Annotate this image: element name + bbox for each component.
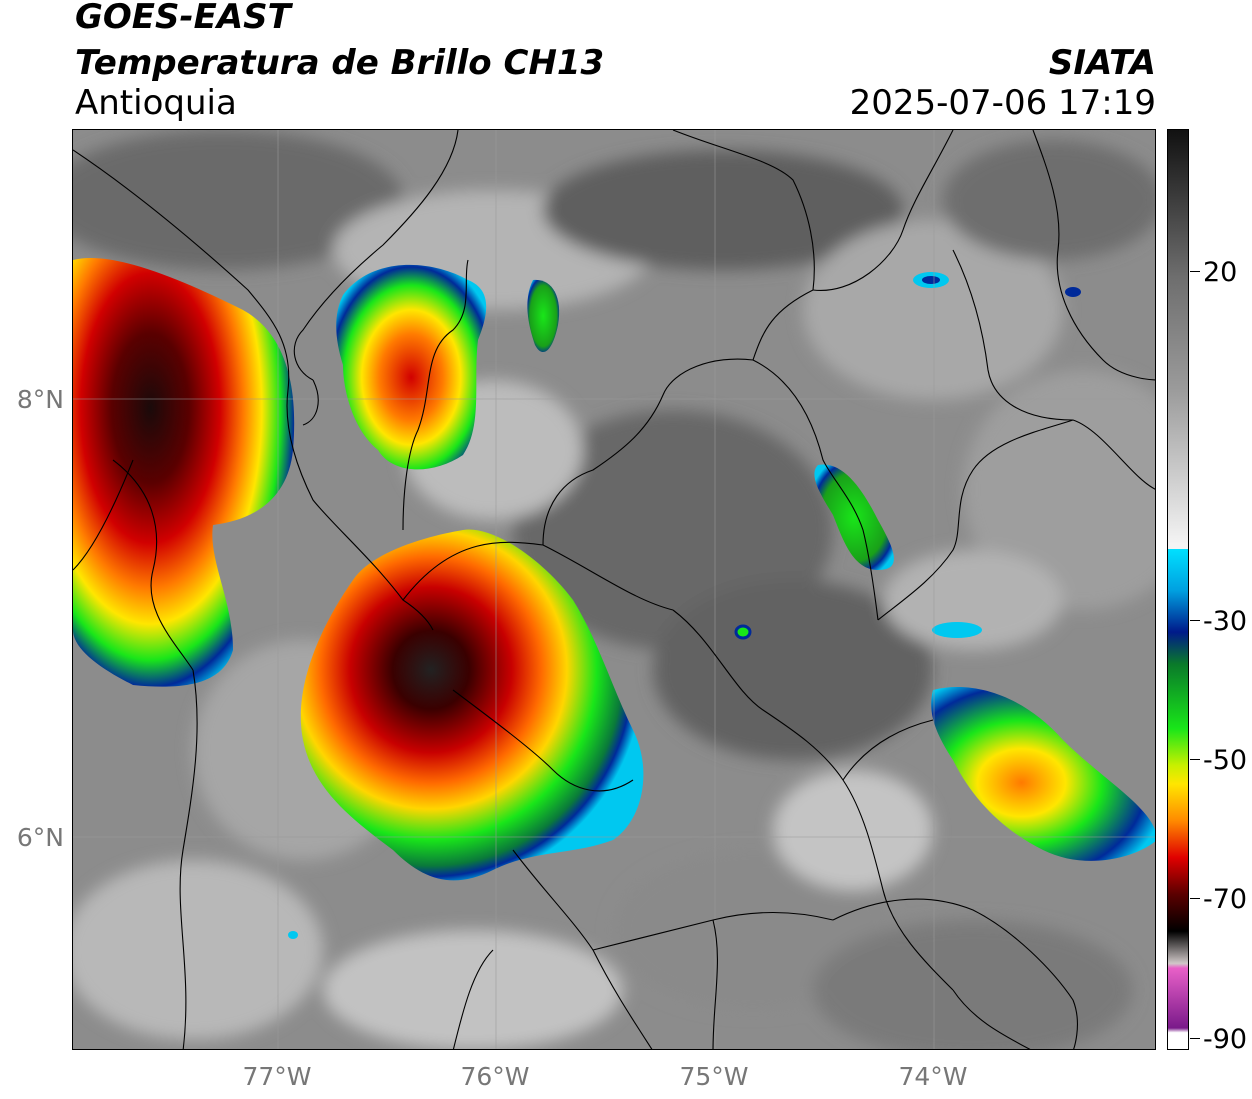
product-title: Temperatura de Brillo CH13 — [75, 43, 605, 83]
lon-label-74w: 74°W — [898, 1062, 968, 1091]
region-label: Antioquia — [75, 83, 237, 123]
datetime-label: 2025-07-06 17:19 — [849, 83, 1156, 123]
lon-label-76w: 76°W — [460, 1062, 530, 1091]
lon-label-75w: 75°W — [679, 1062, 749, 1091]
graticule — [73, 130, 1155, 1049]
colorbar-tick — [1190, 271, 1200, 272]
boundaries — [73, 130, 1155, 1049]
colorbar-gradient — [1168, 130, 1188, 1049]
colorbar-tick — [1190, 620, 1200, 621]
satellite-title: GOES-EAST — [75, 0, 291, 37]
colorbar-tick — [1190, 898, 1200, 899]
lat-label-8n: 8°N — [16, 385, 64, 414]
colorbar-label-minus50: -50 — [1203, 745, 1248, 776]
colorbar-label-minus70: -70 — [1203, 884, 1248, 915]
satellite-map — [72, 129, 1156, 1050]
colorbar-tick — [1190, 759, 1200, 760]
lat-label-6n: 6°N — [16, 823, 64, 852]
colorbar-label-minus90: -90 — [1203, 1024, 1248, 1055]
colorbar-label-20: 20 — [1203, 257, 1238, 288]
colorbar-tick — [1190, 1038, 1200, 1039]
colorbar — [1167, 129, 1189, 1050]
organization-label: SIATA — [1048, 43, 1156, 83]
colorbar-label-minus30: -30 — [1203, 606, 1248, 637]
lon-label-77w: 77°W — [242, 1062, 312, 1091]
map-canvas — [73, 130, 1155, 1049]
